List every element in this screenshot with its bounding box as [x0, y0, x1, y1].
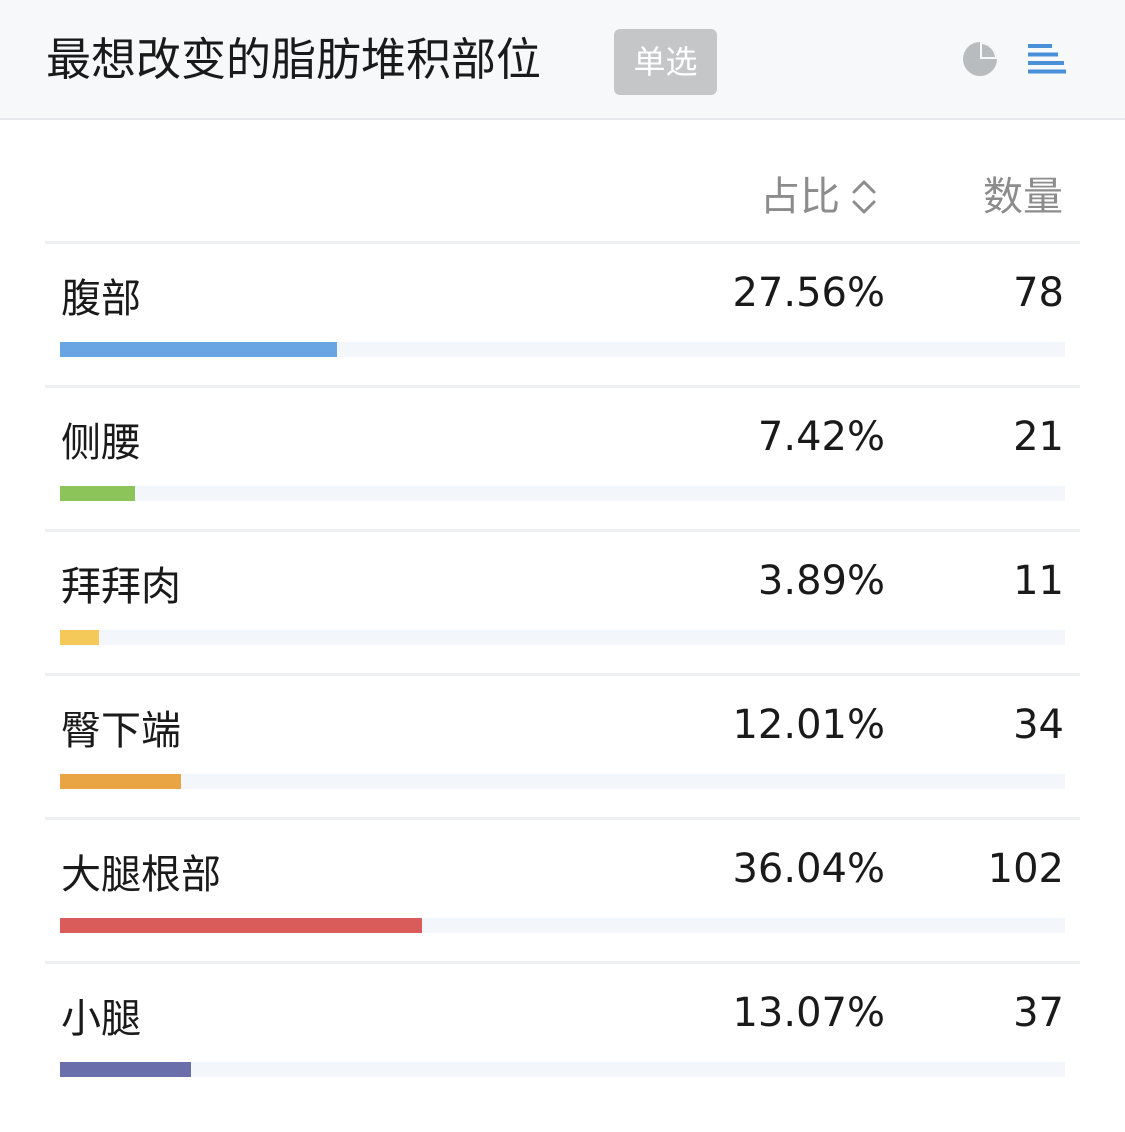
progress-fill	[60, 630, 100, 645]
single-choice-badge: 单选	[614, 29, 717, 95]
option-count: 11	[1013, 558, 1064, 604]
header: 最想改变的脂肪堆积部位 单选	[0, 0, 1125, 120]
bar-list-icon[interactable]	[1028, 44, 1066, 74]
ratio-column-header[interactable]: 占比	[760, 172, 878, 222]
results-list: 腹部 27.56% 78 侧腰 7.42% 21 拜拜肉 3.89% 11 臀下端 12.01% 34…	[45, 241, 1080, 1105]
option-count: 34	[1013, 702, 1064, 748]
sort-icon[interactable]	[850, 177, 878, 217]
option-percent: 12.01%	[732, 702, 885, 748]
list-item: 大腿根部 36.04% 102	[45, 817, 1080, 961]
page-title: 最想改变的脂肪堆积部位	[46, 33, 542, 86]
option-label: 小腿	[61, 996, 141, 1042]
option-label: 拜拜肉	[61, 564, 181, 610]
option-count: 21	[1013, 414, 1064, 460]
progress-fill	[60, 342, 337, 357]
list-item: 拜拜肉 3.89% 11	[45, 529, 1080, 673]
progress-fill	[60, 1062, 192, 1077]
option-label: 腹部	[61, 276, 141, 322]
option-percent: 27.56%	[732, 270, 885, 316]
progress-track	[60, 342, 1065, 357]
option-percent: 36.04%	[732, 846, 885, 892]
list-item: 小腿 13.07% 37	[45, 961, 1080, 1105]
option-label: 侧腰	[61, 420, 141, 466]
option-count: 78	[1013, 270, 1064, 316]
progress-track	[60, 630, 1065, 645]
ratio-column-label: 占比	[760, 174, 840, 220]
list-item: 侧腰 7.42% 21	[45, 385, 1080, 529]
pie-chart-icon[interactable]	[962, 41, 998, 77]
option-label: 臀下端	[61, 708, 181, 754]
progress-fill	[60, 774, 181, 789]
option-percent: 7.42%	[757, 414, 885, 460]
option-count: 102	[987, 846, 1064, 892]
option-count: 37	[1013, 990, 1064, 1036]
option-percent: 3.89%	[757, 558, 885, 604]
progress-track	[60, 1062, 1065, 1077]
option-label: 大腿根部	[61, 852, 221, 898]
list-item: 腹部 27.56% 78	[45, 241, 1080, 385]
progress-track	[60, 918, 1065, 933]
list-item: 臀下端 12.01% 34	[45, 673, 1080, 817]
progress-track	[60, 486, 1065, 501]
progress-fill	[60, 918, 423, 933]
count-column-header: 数量	[983, 174, 1063, 220]
progress-fill	[60, 486, 135, 501]
option-percent: 13.07%	[732, 990, 885, 1036]
progress-track	[60, 774, 1065, 789]
